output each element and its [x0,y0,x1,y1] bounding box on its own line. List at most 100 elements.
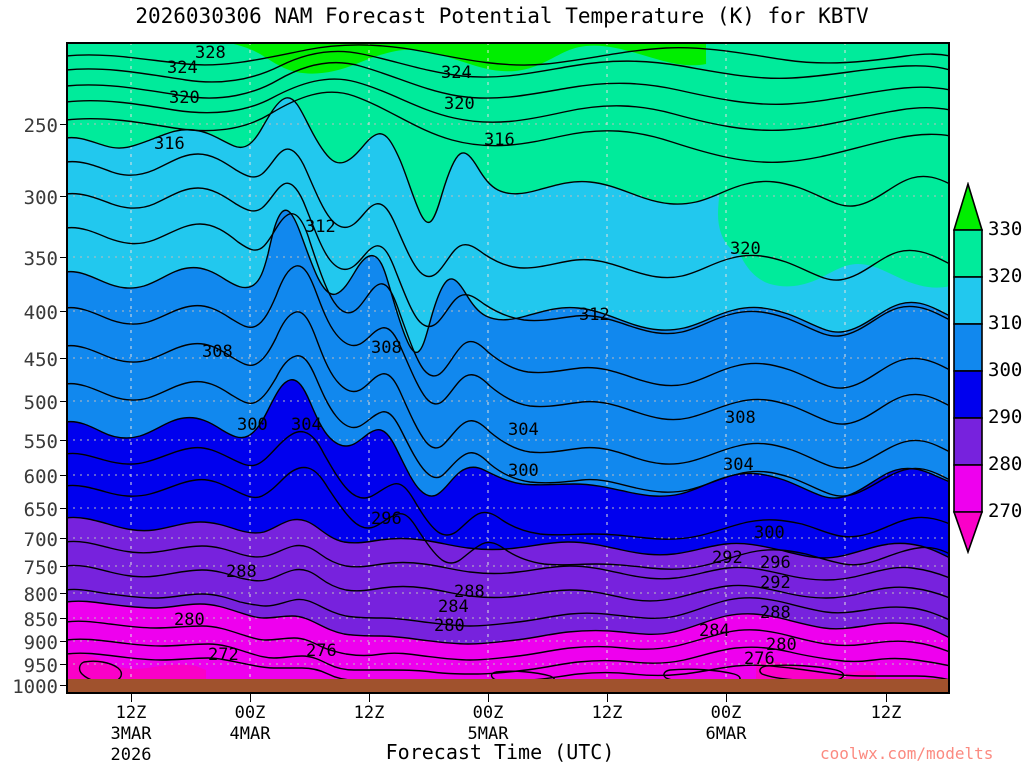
x-tick-5 [726,694,727,702]
colorbar-band-270-280 [953,464,983,513]
time-gridlines [130,42,846,678]
x-tick-label-date-3: 5MAR [467,724,509,744]
x-tick-label-time-6: 12Z [870,703,902,723]
pressure-gridlines [66,123,950,665]
contour-label-284-b: 284 [699,621,730,641]
y-tick-label-600: 600 [23,466,58,488]
y-tick-label-900: 900 [23,632,58,654]
y-tick-650 [60,508,66,509]
contour-label-308-b: 308 [371,338,402,358]
colorbar-band-300-310 [953,323,983,372]
y-tick-300 [60,196,66,197]
contour-label-304-b: 304 [508,420,539,440]
y-tick-350 [60,257,66,258]
contour-label-288-b: 288 [454,582,485,602]
contour-label-320-c: 320 [730,239,761,259]
colorbar-band-310-320 [953,276,983,325]
contour-label-296: 296 [371,509,402,529]
contour-label-288-c: 288 [760,603,791,623]
x-tick-3 [488,694,489,702]
y-tick-label-450: 450 [23,349,58,371]
y-tick-400 [60,311,66,312]
band-320-330-left-lobe [706,42,778,257]
contour-lines [66,44,950,687]
colorbar-label-280: 280 [988,453,1023,475]
contour-label-272: 272 [208,645,239,665]
contour-label-320-b: 320 [444,94,475,114]
colorbar-label-330: 330 [988,218,1023,240]
contour-label-308: 308 [202,342,233,362]
contour-label-276: 276 [306,641,337,661]
contour-label-292-b: 292 [760,573,791,593]
y-tick-950 [60,664,66,665]
y-tick-600 [60,475,66,476]
x-tick-label-date-1: 4MAR [229,724,271,744]
contour-label-284: 284 [438,597,469,617]
plot-frame [66,42,950,694]
contour-label-300-c: 300 [754,523,785,543]
x-tick-label-time-0: 12Z [115,703,147,723]
contour-label-280-c: 280 [766,635,797,655]
x-tick-label-time-3: 00Z [472,703,504,723]
colorbar-label-320: 320 [988,265,1023,287]
y-tick-850 [60,618,66,619]
y-tick-label-350: 350 [23,248,58,270]
x-tick-label-date-5: 6MAR [705,724,747,744]
contour-label-304: 304 [291,415,322,435]
y-tick-700 [60,538,66,539]
contour-label-300-b: 300 [508,461,539,481]
y-tick-label-300: 300 [23,187,58,209]
contour-label-292: 292 [712,548,743,568]
x-tick-4 [607,694,608,702]
y-tick-750 [60,566,66,567]
contour-label-312: 312 [305,217,336,237]
y-tick-label-800: 800 [23,584,58,606]
terrain-band [66,679,950,694]
contour-label-280-b: 280 [434,616,465,636]
y-tick-1000 [60,685,66,686]
contour-label-304-c: 304 [723,455,754,475]
y-tick-500 [60,401,66,402]
contour-label-296-b: 296 [760,553,791,573]
colorbar-band-280-290 [953,417,983,466]
watermark: coolwx.com/modelts [820,744,994,763]
contour-label-276-b: 276 [744,649,775,669]
contour-plot: 328 324 324 320 320 320 316 316 312 312 … [66,42,950,694]
colorbar-band-320-330 [953,229,983,278]
x-tick-label-time-1: 00Z [234,703,266,723]
x-tick-label-date-0: 3MAR [110,724,152,744]
x-tick-2 [369,694,370,702]
colorbar-arrow-bottom [952,511,984,555]
y-tick-450 [60,358,66,359]
colorbar-label-310: 310 [988,312,1023,334]
contour-label-312-b: 312 [579,305,610,325]
colorbar-arrow-top [952,181,984,231]
contour-plot-svg: 328 324 324 320 320 320 316 316 312 312 … [66,42,950,694]
x-tick-label-time-2: 12Z [353,703,385,723]
colorbar-svg [952,181,984,555]
y-tick-250 [60,124,66,125]
y-tick-800 [60,593,66,594]
y-tick-label-650: 650 [23,499,58,521]
y-tick-label-950: 950 [23,655,58,677]
y-tick-label-700: 700 [23,529,58,551]
y-tick-label-500: 500 [23,392,58,414]
x-tick-label-time-5: 00Z [710,703,742,723]
y-tick-label-400: 400 [23,302,58,324]
contour-label-324: 324 [167,58,198,78]
y-tick-label-750: 750 [23,557,58,579]
x-tick-label-time-4: 12Z [591,703,623,723]
contour-label-280: 280 [174,610,205,630]
y-tick-550 [60,440,66,441]
colorbar-label-300: 300 [988,359,1023,381]
contour-label-308-c: 308 [725,408,756,428]
colorbar-band-290-300 [953,370,983,419]
x-tick-1 [250,694,251,702]
y-tick-label-250: 250 [23,115,58,137]
contour-label-320: 320 [169,88,200,108]
contour-label-300: 300 [237,415,268,435]
x-tick-label-year-0: 2026 [110,745,152,765]
contour-label-316-b: 316 [484,130,515,150]
colorbar-label-270: 270 [988,500,1023,522]
